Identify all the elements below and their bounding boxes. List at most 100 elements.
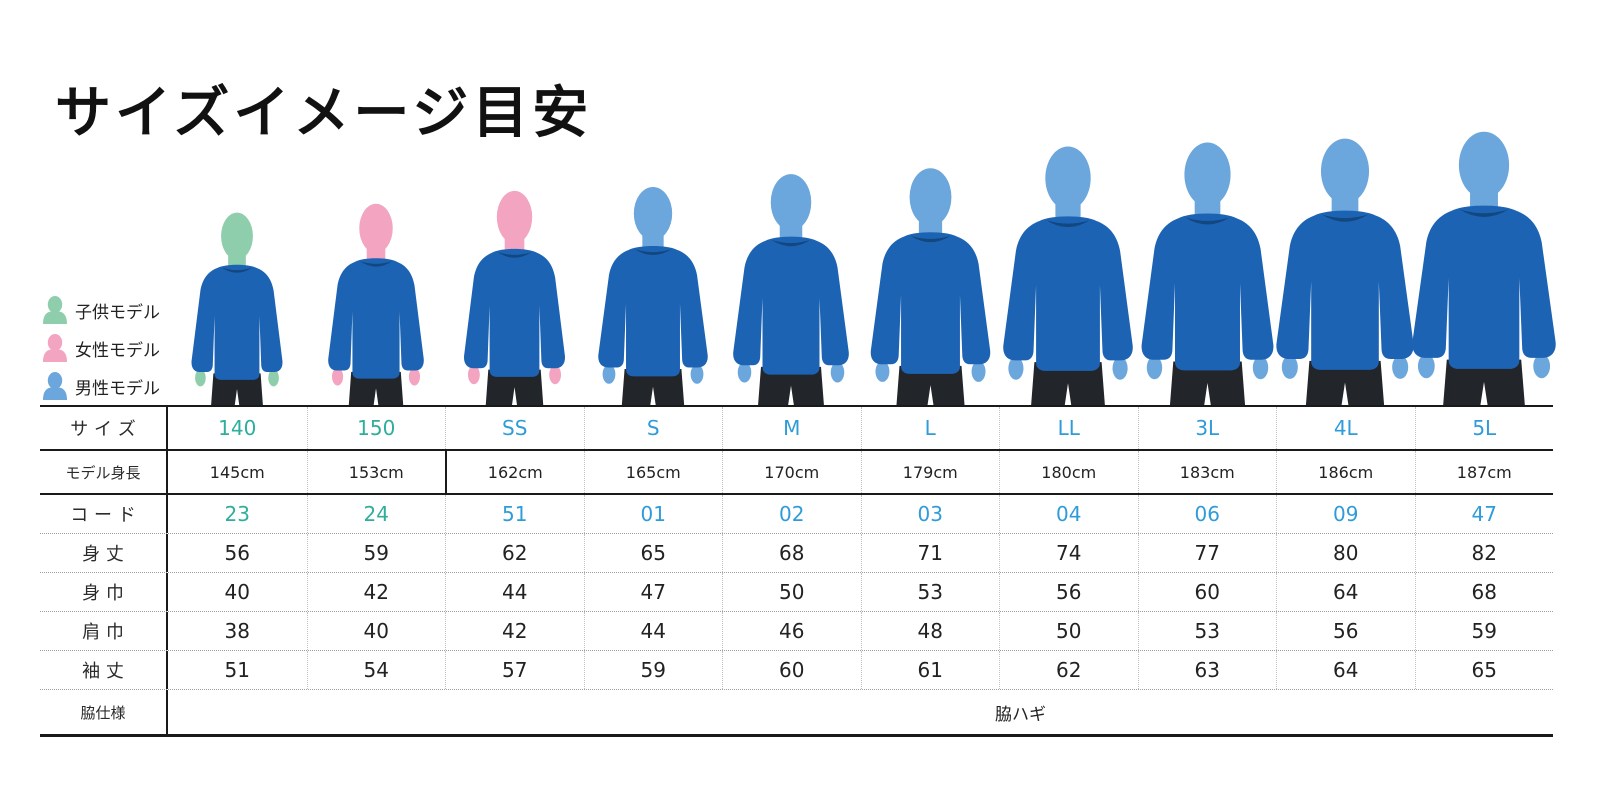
table-cell: 57 bbox=[445, 651, 584, 689]
table-cell: 09 bbox=[1276, 495, 1415, 533]
table-cell: 03 bbox=[860, 495, 1000, 533]
table-cell: M bbox=[722, 407, 861, 449]
table-cell: 56 bbox=[999, 573, 1138, 611]
table-cell: 24 bbox=[306, 495, 446, 533]
size-table: サ イ ズ 140 150 SS S M L LL 3L 4L 5L モデル身長 145cm 153cm 1… bbox=[40, 405, 1553, 737]
table-cell: 06 bbox=[1137, 495, 1277, 533]
table-cell: 68 bbox=[722, 534, 861, 572]
table-row-5: 肩 巾 38 40 42 44 46 48 50 53 56 59 bbox=[40, 611, 1553, 650]
table-cell: 47 bbox=[583, 573, 723, 611]
table-cell: 74 bbox=[999, 534, 1138, 572]
table-cell: 50 bbox=[722, 573, 861, 611]
table-cell: 145cm bbox=[209, 462, 265, 482]
table-cell: 46 bbox=[722, 612, 861, 650]
row-label: 身 巾 bbox=[40, 573, 168, 611]
row-label: コ ー ド bbox=[40, 495, 168, 533]
table-cell: 51 bbox=[445, 495, 584, 533]
table-cell: 140 bbox=[218, 416, 257, 440]
table-cell: 3L bbox=[1137, 407, 1277, 449]
legend-item-female: 女性モデル bbox=[42, 329, 160, 367]
table-row-7: 脇仕様 脇ハギ bbox=[40, 689, 1553, 734]
table-cell: 77 bbox=[1137, 534, 1277, 572]
legend-label: 子供モデル bbox=[75, 302, 160, 323]
row-label: 袖 丈 bbox=[40, 651, 168, 689]
side-spec-value: 脇ハギ bbox=[995, 704, 1046, 725]
table-cell: 162cm bbox=[445, 451, 584, 493]
table-cell: 40 bbox=[306, 612, 446, 650]
table-cell: LL bbox=[999, 407, 1138, 449]
table-cell: 60 bbox=[1137, 573, 1277, 611]
table-cell: 40 bbox=[224, 580, 250, 604]
table-cell: 44 bbox=[445, 573, 584, 611]
model-legend: 子供モデル 女性モデル 男性モデル bbox=[42, 291, 160, 405]
model-figure-3L bbox=[1141, 142, 1273, 406]
table-cell: 59 bbox=[1414, 612, 1554, 650]
table-cell: 82 bbox=[1414, 534, 1554, 572]
table-cell: 48 bbox=[860, 612, 1000, 650]
table-cell: 59 bbox=[583, 651, 723, 689]
table-cell: 47 bbox=[1414, 495, 1554, 533]
table-cell: 01 bbox=[583, 495, 723, 533]
model-figure-SS bbox=[463, 190, 565, 406]
table-cell: 62 bbox=[999, 651, 1138, 689]
table-cell: 42 bbox=[445, 612, 584, 650]
table-cell: 61 bbox=[860, 651, 1000, 689]
table-cell: 187cm bbox=[1414, 451, 1554, 493]
table-cell: 53 bbox=[860, 573, 1000, 611]
table-cell: 5L bbox=[1414, 407, 1554, 449]
table-cell: 56 bbox=[1276, 612, 1415, 650]
table-cell: 59 bbox=[306, 534, 446, 572]
table-row-0: サ イ ズ 140 150 SS S M L LL 3L 4L 5L bbox=[40, 407, 1553, 449]
table-cell: 170cm bbox=[722, 451, 861, 493]
table-cell: 65 bbox=[1414, 651, 1554, 689]
table-cell: 60 bbox=[722, 651, 861, 689]
table-cell: SS bbox=[445, 407, 584, 449]
row-label: 肩 巾 bbox=[40, 612, 168, 650]
table-row-2: コ ー ド 23 24 51 01 02 03 04 06 09 47 bbox=[40, 493, 1553, 533]
model-figure-M bbox=[733, 174, 849, 406]
row-label: 脇仕様 bbox=[40, 690, 168, 734]
table-cell: 183cm bbox=[1137, 451, 1277, 493]
row-label: 身 丈 bbox=[40, 534, 168, 572]
table-cell: 04 bbox=[999, 495, 1138, 533]
table-cell: 4L bbox=[1276, 407, 1415, 449]
side-spec-cell: 脇ハギ bbox=[168, 690, 1553, 734]
table-row-6: 袖 丈 51 54 57 59 60 61 62 63 64 65 bbox=[40, 650, 1553, 689]
table-cell: 63 bbox=[1137, 651, 1277, 689]
table-cell: 180cm bbox=[999, 451, 1138, 493]
table-row-4: 身 巾 40 42 44 47 50 53 56 60 64 68 bbox=[40, 572, 1553, 611]
table-cell: 71 bbox=[860, 534, 1000, 572]
table-cell: 186cm bbox=[1276, 451, 1415, 493]
row-label: モデル身長 bbox=[40, 451, 168, 493]
table-cell: 53 bbox=[1137, 612, 1277, 650]
table-cell: 02 bbox=[722, 495, 861, 533]
table-cell: 44 bbox=[583, 612, 723, 650]
table-cell: 56 bbox=[224, 541, 250, 565]
table-cell: 62 bbox=[445, 534, 584, 572]
model-figure-150 bbox=[328, 203, 424, 406]
model-figure-4L bbox=[1276, 138, 1414, 406]
model-figure-140 bbox=[191, 212, 283, 406]
table-cell: 64 bbox=[1276, 651, 1415, 689]
legend-label: 女性モデル bbox=[75, 340, 160, 361]
page-title: サイズイメージ目安 bbox=[55, 80, 593, 146]
table-cell: 153cm bbox=[306, 451, 446, 493]
table-cell: 42 bbox=[306, 573, 446, 611]
table-cell: S bbox=[583, 407, 723, 449]
table-row-1: モデル身長 145cm 153cm 162cm 165cm 170cm 179cm 180cm… bbox=[40, 449, 1553, 493]
table-cell: L bbox=[860, 407, 1000, 449]
table-cell: 64 bbox=[1276, 573, 1415, 611]
model-figure-S bbox=[598, 186, 708, 406]
child-model-icon bbox=[43, 296, 67, 324]
table-cell: 54 bbox=[306, 651, 446, 689]
model-figure-LL bbox=[1003, 146, 1133, 406]
table-cell: 65 bbox=[583, 534, 723, 572]
table-cell: 165cm bbox=[583, 451, 723, 493]
table-cell: 51 bbox=[224, 658, 250, 682]
legend-label: 男性モデル bbox=[75, 378, 160, 399]
table-cell: 150 bbox=[306, 407, 446, 449]
table-cell: 50 bbox=[999, 612, 1138, 650]
model-figure-L bbox=[870, 168, 990, 406]
